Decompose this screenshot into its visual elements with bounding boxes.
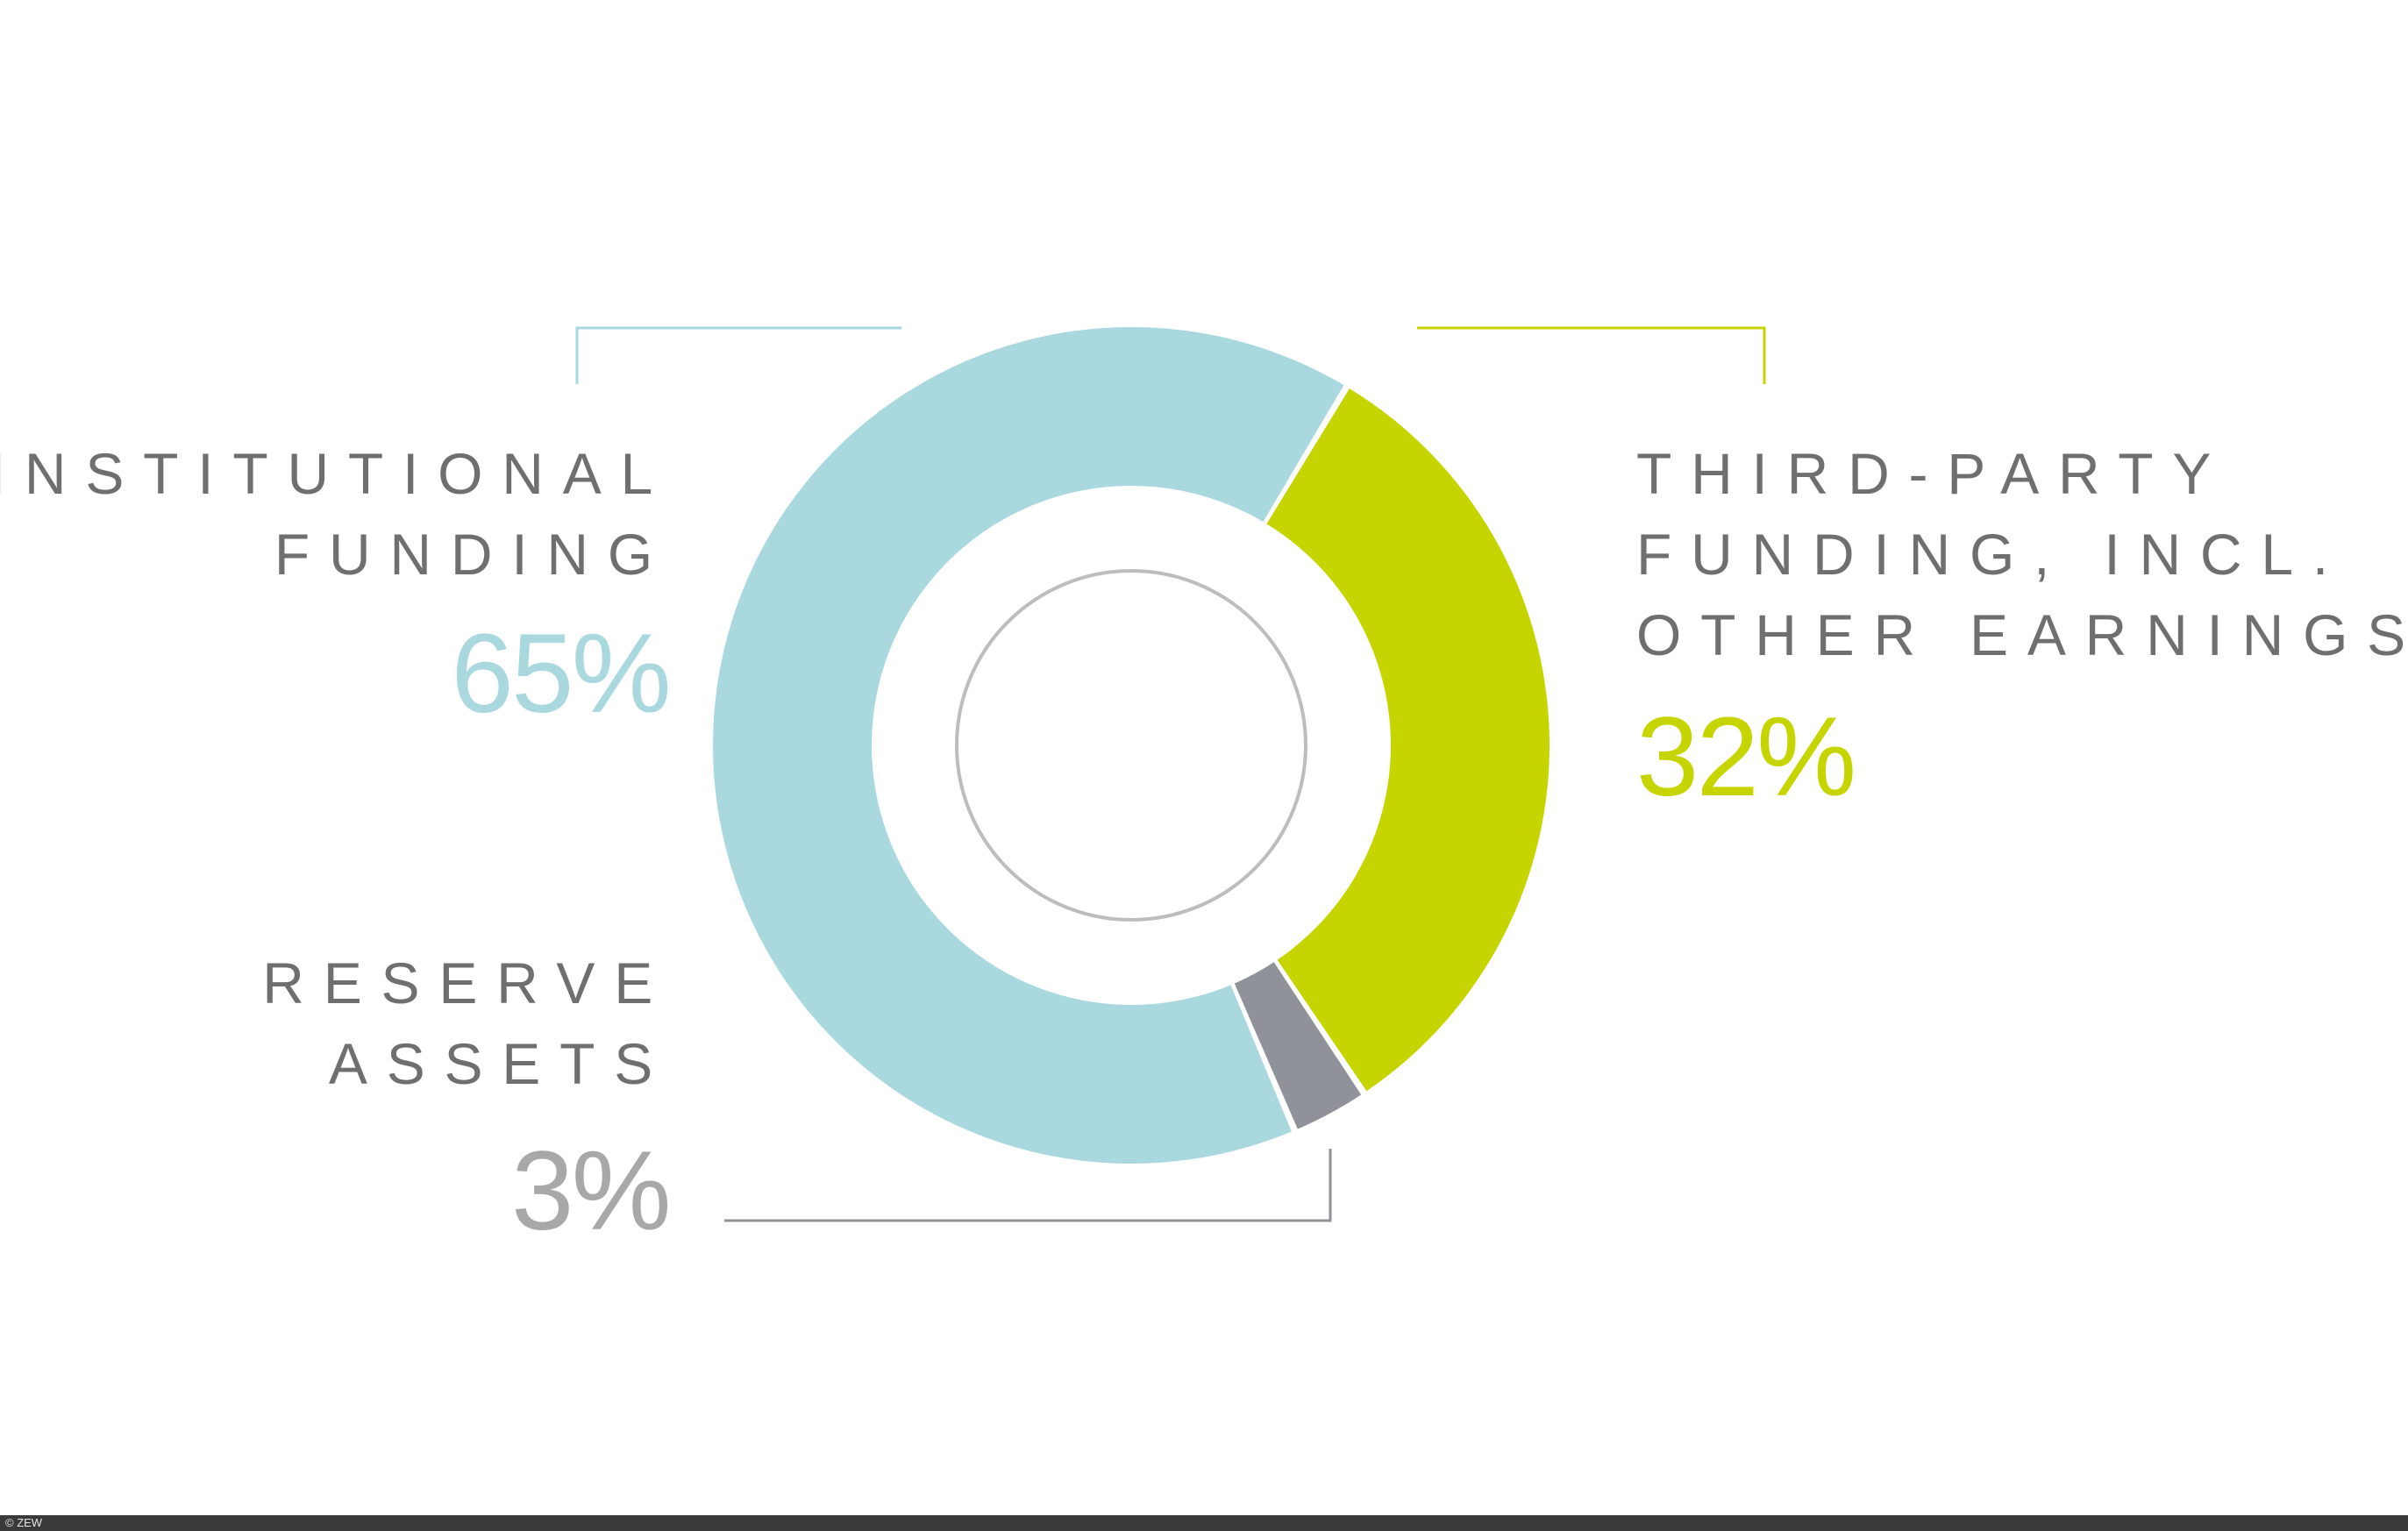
label-institutional: INSTITUTIONAL FUNDING bbox=[0, 433, 672, 595]
label-third-party: THIRD-PARTY FUNDING, INCL. OTHER EARNING… bbox=[1636, 433, 2408, 675]
label-institutional-line-2: FUNDING bbox=[274, 522, 672, 587]
slice-reserve bbox=[1234, 962, 1362, 1129]
slice-third-party bbox=[1266, 388, 1550, 1092]
inner-decorative-ring bbox=[955, 569, 1307, 922]
slices-layer bbox=[712, 327, 1550, 1164]
value-institutional: 65% bbox=[451, 611, 671, 737]
callout-line-institutional bbox=[575, 326, 901, 384]
label-third-party-line-3: OTHER EARNINGS bbox=[1636, 602, 2408, 667]
label-reserve: RESERVE ASSETS bbox=[262, 943, 672, 1104]
label-reserve-line-2: ASSETS bbox=[328, 1031, 672, 1096]
callout-line-reserve bbox=[724, 1149, 1332, 1222]
callout-lines bbox=[575, 326, 1766, 1222]
callout-line-third-party bbox=[1417, 326, 1766, 384]
label-third-party-line-2: FUNDING, INCL. bbox=[1636, 522, 2347, 587]
value-third-party: 32% bbox=[1636, 694, 1856, 820]
copyright-credit: © ZEW bbox=[5, 1516, 43, 1529]
label-reserve-line-1: RESERVE bbox=[262, 951, 672, 1015]
label-third-party-line-1: THIRD-PARTY bbox=[1636, 441, 2231, 506]
footer-bar: © ZEW bbox=[0, 1515, 2408, 1531]
label-institutional-line-1: INSTITUTIONAL bbox=[0, 441, 672, 506]
value-reserve: 3% bbox=[511, 1129, 671, 1254]
slice-institutional bbox=[712, 327, 1344, 1164]
